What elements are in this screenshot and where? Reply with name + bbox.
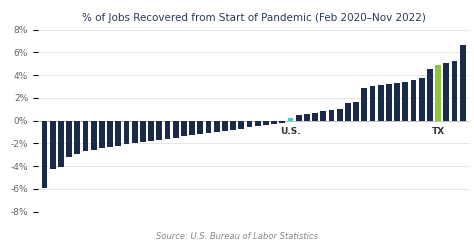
Bar <box>435 65 441 121</box>
Bar <box>443 62 449 121</box>
Text: U.S.: U.S. <box>280 127 301 136</box>
Bar <box>189 121 195 135</box>
Bar <box>197 121 203 134</box>
Text: Source: U.S. Bureau of Labor Statistics: Source: U.S. Bureau of Labor Statistics <box>156 232 318 241</box>
Bar <box>427 69 433 121</box>
Bar <box>181 121 187 137</box>
Title: % of Jobs Recovered from Start of Pandemic (Feb 2020–Nov 2022): % of Jobs Recovered from Start of Pandem… <box>82 13 426 23</box>
Bar <box>156 121 162 140</box>
Bar <box>263 121 269 125</box>
Text: TX: TX <box>431 127 445 136</box>
Bar <box>312 113 318 121</box>
Bar <box>345 104 351 121</box>
Bar <box>370 86 375 121</box>
Bar <box>296 115 301 121</box>
Bar <box>164 121 171 139</box>
Bar <box>320 111 326 121</box>
Bar <box>91 121 97 150</box>
Bar <box>460 46 465 121</box>
Bar <box>99 121 105 148</box>
Bar <box>230 121 236 130</box>
Bar <box>353 102 359 121</box>
Bar <box>214 121 219 132</box>
Bar <box>271 121 277 124</box>
Bar <box>238 121 244 128</box>
Bar <box>304 114 310 121</box>
Bar <box>402 82 408 121</box>
Bar <box>148 121 154 141</box>
Bar <box>378 85 383 121</box>
Bar <box>107 121 113 147</box>
Bar <box>255 121 261 126</box>
Bar <box>337 109 343 121</box>
Bar <box>132 121 137 143</box>
Bar <box>140 121 146 142</box>
Bar <box>419 78 425 121</box>
Bar <box>42 121 47 188</box>
Bar <box>124 121 129 144</box>
Bar <box>206 121 211 133</box>
Bar <box>173 121 179 138</box>
Bar <box>452 61 457 121</box>
Bar <box>410 79 417 121</box>
Bar <box>66 121 72 157</box>
Bar <box>394 83 400 121</box>
Bar <box>82 121 89 151</box>
Bar <box>222 121 228 131</box>
Bar <box>288 118 293 121</box>
Bar <box>386 84 392 121</box>
Bar <box>246 121 253 127</box>
Bar <box>115 121 121 146</box>
Bar <box>361 88 367 121</box>
Bar <box>50 121 55 169</box>
Bar <box>58 121 64 167</box>
Bar <box>279 121 285 123</box>
Bar <box>74 121 80 154</box>
Bar <box>328 110 335 121</box>
